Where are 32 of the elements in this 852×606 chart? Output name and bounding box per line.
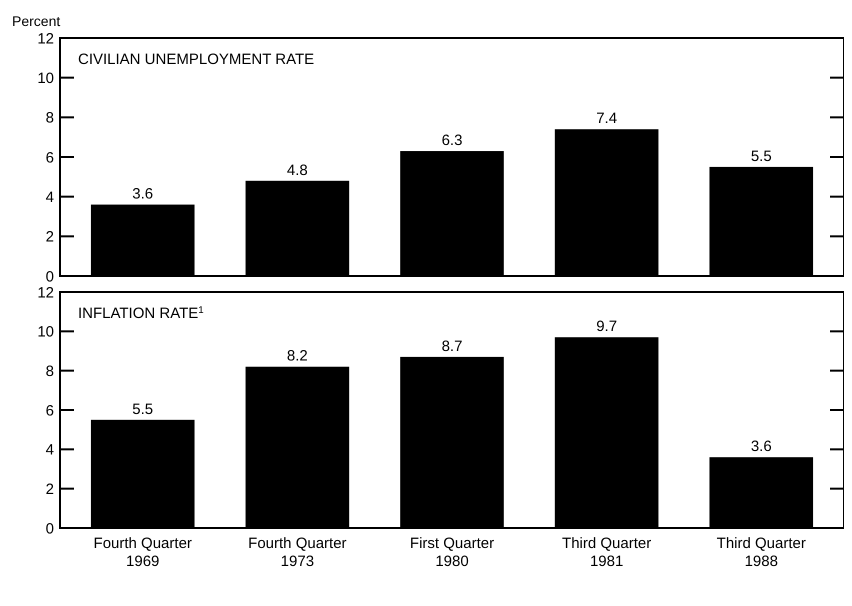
y-tick-label: 10	[37, 324, 54, 341]
data-label: 9.7	[596, 318, 618, 336]
text: CIVILIAN UNEMPLOYMENT RATE	[78, 51, 314, 68]
data-label: 7.4	[596, 110, 618, 128]
data-label: 4.8	[286, 162, 308, 179]
data-label: 3.6	[750, 438, 772, 456]
y-tick-label: 6	[46, 402, 54, 420]
y-tick-label: 4	[46, 188, 54, 206]
data-label: 5.5	[132, 400, 154, 418]
y-tick-label: 12	[37, 284, 54, 302]
data-label: 8.7	[442, 338, 462, 355]
y-tick-label: 2	[46, 480, 54, 498]
x-tick-label: First Quarter 1980	[410, 535, 494, 570]
x-tick-label: Third Quarter 1981	[562, 535, 652, 570]
data-label: 5.5	[750, 148, 772, 165]
y-tick-label: 12	[37, 30, 54, 48]
y-tick-label: 8	[46, 110, 54, 127]
text: INFLATION RATE$^{1}$	[78, 304, 204, 322]
x-tick-label: Fourth Quarter 1973	[248, 535, 347, 570]
y-axis-title: Percent	[12, 13, 60, 29]
data-label: 6.3	[442, 132, 462, 150]
y-tick-label: 0	[46, 520, 54, 538]
y-tick-label: 0	[46, 268, 54, 286]
y-tick-label: 10	[37, 70, 54, 87]
y-tick-label: 8	[46, 362, 54, 380]
data-label: 8.2	[286, 348, 308, 365]
y-tick-label: 4	[46, 442, 54, 459]
y-tick-label: 6	[46, 149, 54, 166]
x-tick-label: Third Quarter 1988	[716, 535, 806, 570]
x-tick-label: Fourth Quarter 1969	[94, 535, 192, 570]
data-label: 3.6	[132, 186, 154, 203]
y-tick-label: 2	[46, 228, 54, 246]
